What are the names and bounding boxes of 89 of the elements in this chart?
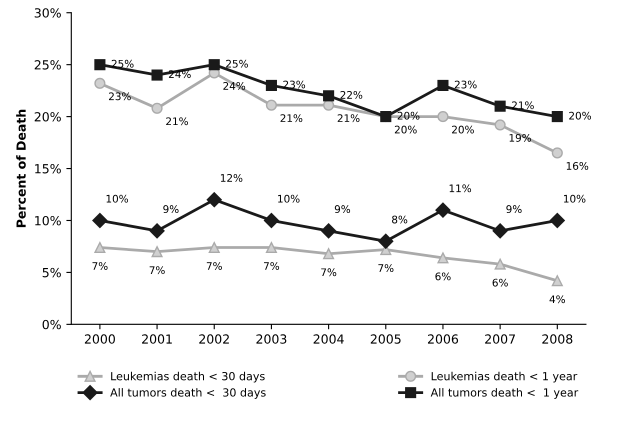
data-label: 20% <box>398 112 420 120</box>
point <box>437 111 449 122</box>
data-label: 24% <box>168 70 191 78</box>
data-label: 23% <box>454 80 477 88</box>
point <box>552 111 563 122</box>
y-tick-label: 15% <box>35 164 61 174</box>
data-label: 25% <box>112 60 134 68</box>
y-axis-title: Percent of Death <box>16 110 26 228</box>
y-tick-label: 20% <box>34 112 61 122</box>
data-label: 21% <box>512 101 534 110</box>
data-label: 23% <box>108 92 131 100</box>
point <box>152 246 163 258</box>
data-label: 7% <box>264 262 280 270</box>
data-label: 8% <box>392 216 408 224</box>
point <box>92 212 108 228</box>
data-label: 12% <box>220 174 242 182</box>
data-label: 23% <box>283 80 306 88</box>
point <box>552 147 563 159</box>
data-label: 7% <box>92 262 108 270</box>
x-tick-label: 2008 <box>542 334 572 344</box>
data-label: 7% <box>321 268 336 276</box>
point <box>266 100 277 111</box>
point <box>208 242 220 254</box>
data-label: 6% <box>435 272 451 280</box>
point <box>437 252 449 264</box>
data-label: 6% <box>492 278 508 287</box>
point <box>323 100 334 111</box>
y-tick-label: 10% <box>35 216 61 226</box>
y-tick-label: 30% <box>34 8 61 18</box>
data-label: 21% <box>338 114 360 122</box>
point <box>321 223 336 238</box>
point <box>437 80 449 91</box>
point <box>152 102 163 114</box>
point <box>266 80 277 91</box>
point <box>323 248 334 260</box>
legend-label: Leukemias death < 1 year <box>432 372 578 383</box>
legend-label: All tumors death < 1 year <box>430 388 578 399</box>
point <box>264 212 279 228</box>
point <box>94 242 106 254</box>
data-label: 16% <box>566 162 588 170</box>
point <box>323 90 334 102</box>
data-label: 11% <box>450 184 472 192</box>
point <box>494 258 506 270</box>
data-label: 19% <box>510 134 532 142</box>
point <box>552 275 563 286</box>
data-label: 20% <box>394 126 417 134</box>
point <box>206 192 222 208</box>
point <box>266 242 277 254</box>
data-label: 4% <box>550 295 565 304</box>
point <box>435 202 451 218</box>
data-label: 7% <box>378 264 394 272</box>
data-label: 10% <box>564 194 586 203</box>
x-tick-label: 2004 <box>314 334 344 344</box>
data-label: 20% <box>569 112 591 120</box>
point <box>94 59 106 70</box>
legend-label: Leukemias death < 30 days <box>111 372 265 383</box>
y-tick-label: 25% <box>34 60 61 70</box>
data-label: 10% <box>278 194 300 203</box>
data-label: 7% <box>150 266 165 274</box>
x-tick-label: 2005 <box>370 334 401 344</box>
data-label: 9% <box>163 205 179 214</box>
point <box>149 223 165 238</box>
point <box>494 100 506 112</box>
x-tick-label: 2002 <box>199 334 229 344</box>
data-label: 21% <box>166 117 188 126</box>
data-label: 10% <box>106 194 128 203</box>
x-tick-label: 2001 <box>142 334 172 344</box>
point <box>152 69 163 81</box>
data-label: 21% <box>280 114 302 122</box>
x-tick-label: 2006 <box>428 334 458 344</box>
legend-label: All tumors death < 30 days <box>110 388 266 399</box>
point <box>550 212 565 228</box>
data-label: 20% <box>452 126 474 134</box>
data-label: 9% <box>506 205 522 214</box>
data-label: 24% <box>223 82 246 90</box>
x-tick-label: 2007 <box>485 334 515 344</box>
point <box>94 78 106 89</box>
point <box>208 59 220 70</box>
y-tick-label: 0% <box>42 320 61 330</box>
x-tick-label: 2000 <box>84 334 115 344</box>
y-tick-label: 5% <box>42 268 61 278</box>
data-label: 22% <box>340 90 362 99</box>
x-tick-label: 2003 <box>256 334 286 344</box>
point <box>494 119 506 130</box>
point <box>492 223 508 238</box>
data-label: 25% <box>226 60 248 68</box>
data-label: 9% <box>334 205 350 214</box>
point <box>378 234 394 249</box>
data-label: 7% <box>206 262 222 270</box>
